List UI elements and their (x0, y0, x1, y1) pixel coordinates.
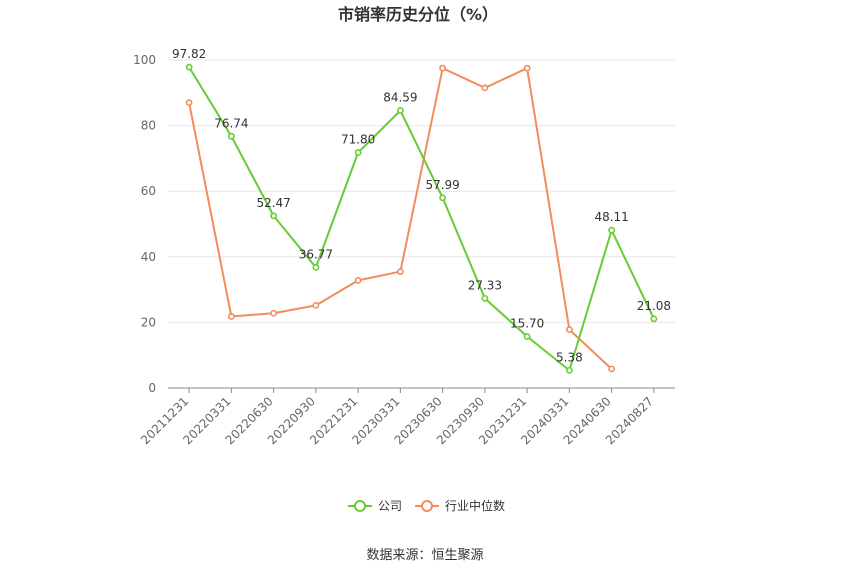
industry-median-point (227, 313, 235, 320)
data-label: 76.74 (214, 116, 248, 130)
y-tick-label: 80 (141, 119, 156, 133)
industry-median-point (565, 326, 573, 334)
company-point (227, 132, 235, 140)
y-axis-ticks: 0 20 40 60 80 100 (133, 53, 156, 395)
chart-title: 市销率历史分位（%） (338, 5, 498, 24)
data-label: 36.77 (299, 247, 333, 261)
data-label: 97.82 (172, 47, 206, 61)
data-label: 57.99 (425, 178, 459, 192)
grid (168, 59, 675, 323)
industry-median-point (312, 301, 320, 309)
data-label: 52.47 (256, 196, 290, 210)
company-point (650, 315, 658, 323)
series-group (185, 63, 658, 374)
data-label: 21.08 (637, 299, 671, 313)
legend[interactable]: 公司 行业中位数 (348, 498, 505, 513)
industry-median-point (608, 365, 616, 373)
y-tick-label: 100 (133, 53, 156, 67)
company-point (354, 149, 362, 156)
data-label: 48.11 (594, 210, 628, 224)
industry-median-point (439, 64, 447, 72)
company-point (185, 63, 193, 71)
company-point (439, 194, 447, 202)
legend-item-industry-median[interactable]: 行业中位数 (415, 498, 505, 513)
legend-label: 行业中位数 (445, 498, 505, 513)
data-label: 27.33 (468, 278, 502, 292)
y-tick-label: 20 (141, 315, 156, 329)
source-note: 数据来源：恒生聚源 (366, 548, 483, 563)
company-point (396, 107, 404, 114)
y-tick-label: 60 (141, 184, 156, 198)
data-label: 5.38 (556, 350, 583, 364)
legend-label: 公司 (378, 499, 402, 513)
data-label: 15.70 (510, 317, 544, 331)
industry-median-point (185, 99, 193, 107)
y-tick-label: 40 (141, 250, 156, 264)
industry-median-point (396, 268, 404, 275)
company-point (481, 294, 489, 302)
legend-item-company[interactable]: 公司 (348, 499, 402, 513)
y-tick-label: 0 (148, 381, 156, 395)
data-label: 84.59 (383, 91, 417, 105)
industry-median-point (481, 84, 489, 92)
industry-median-point (523, 64, 531, 72)
series-line-company (188, 66, 655, 372)
industry-median-point (270, 309, 278, 317)
company-point (565, 366, 573, 374)
company-point (523, 333, 531, 340)
x-axis-ticks: 2021123120220331202206302022093020221231… (138, 388, 656, 447)
industry-median-point (354, 277, 362, 284)
company-point (270, 212, 278, 220)
company-point (312, 263, 320, 271)
legend-marker (421, 500, 433, 512)
data-labels: 97.82 76.74 52.47 36.77 71.80 84.59 57.99 27.33… (172, 47, 671, 364)
data-label: 71.80 (341, 132, 375, 146)
legend-marker (354, 500, 366, 512)
company-point (608, 226, 616, 234)
